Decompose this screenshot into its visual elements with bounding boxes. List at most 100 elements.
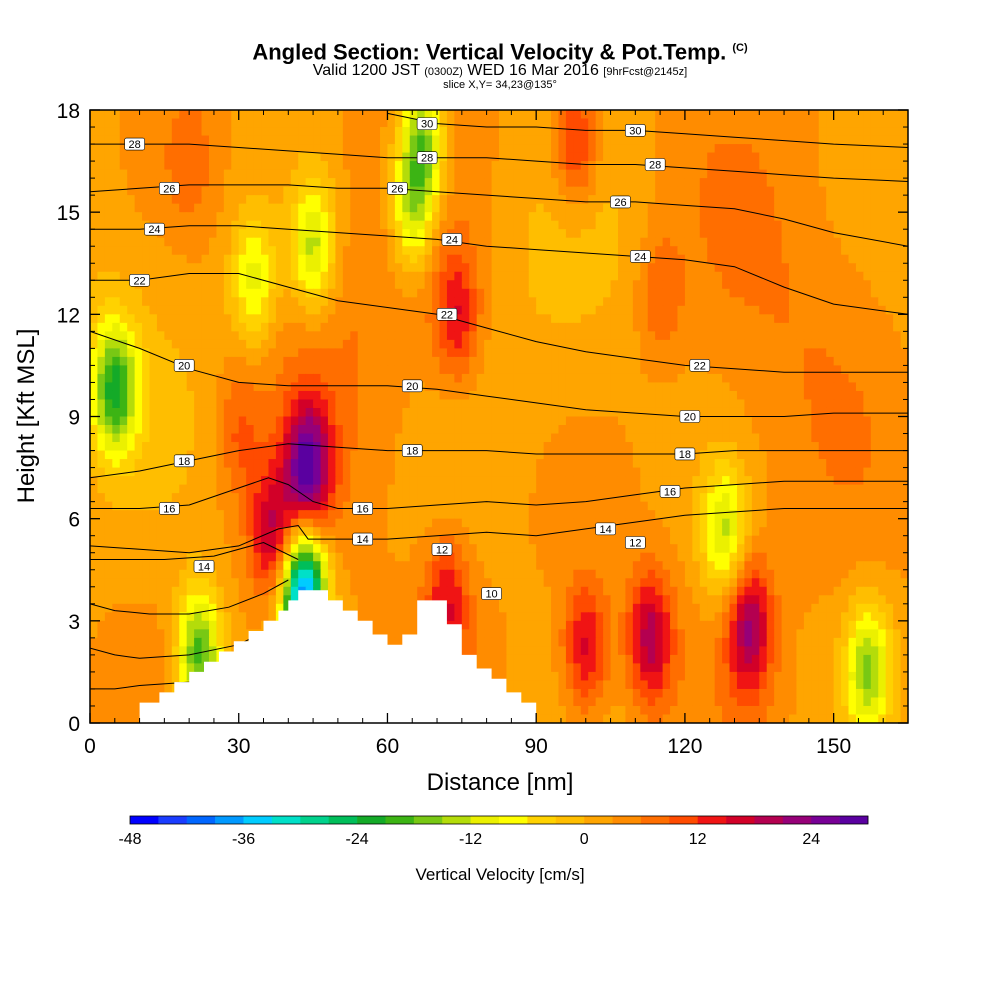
velocity-cell (231, 322, 240, 332)
velocity-cell (893, 305, 902, 315)
velocity-cell (484, 407, 493, 418)
velocity-cell (238, 484, 247, 494)
velocity-cell (610, 399, 619, 409)
velocity-cell (179, 373, 188, 384)
velocity-cell (863, 314, 872, 324)
velocity-cell (670, 118, 679, 128)
velocity-cell (275, 288, 284, 298)
velocity-cell (893, 433, 902, 443)
velocity-cell (789, 229, 798, 239)
velocity-cell (893, 416, 902, 426)
velocity-cell (127, 127, 136, 137)
velocity-cell (432, 263, 441, 273)
velocity-cell (208, 186, 218, 196)
velocity-cell (848, 442, 857, 452)
velocity-cell (164, 280, 173, 290)
velocity-cell (156, 254, 165, 264)
velocity-cell (409, 365, 418, 375)
velocity-cell (201, 305, 210, 315)
velocity-cell (327, 373, 336, 384)
velocity-cell (796, 152, 805, 162)
velocity-cell (736, 322, 745, 332)
velocity-cell (558, 229, 567, 239)
velocity-cell (268, 339, 277, 349)
velocity-cell (536, 442, 545, 452)
velocity-cell (751, 254, 760, 264)
velocity-cell (640, 186, 649, 196)
velocity-cell (722, 178, 731, 188)
velocity-cell (90, 110, 99, 120)
velocity-cell (320, 297, 329, 307)
velocity-cell (268, 229, 277, 239)
velocity-cell (394, 373, 403, 384)
velocity-cell (900, 416, 908, 426)
velocity-cell (580, 169, 589, 179)
velocity-cell (751, 271, 760, 281)
velocity-cell (551, 135, 560, 145)
velocity-cell (357, 110, 366, 120)
velocity-cell (603, 314, 612, 324)
velocity-cell (789, 476, 798, 486)
velocity-cell (290, 373, 299, 384)
velocity-cell (305, 144, 314, 154)
velocity-cell (781, 212, 790, 222)
velocity-cell (684, 110, 693, 120)
velocity-cell (171, 425, 180, 435)
velocity-cell (714, 322, 723, 332)
velocity-cell (186, 212, 195, 222)
velocity-cell (617, 297, 627, 307)
velocity-cell (818, 476, 827, 486)
velocity-cell (655, 467, 664, 477)
velocity-cell (818, 152, 827, 162)
velocity-cell (551, 254, 560, 264)
velocity-cell (275, 254, 284, 264)
velocity-cell (521, 433, 530, 443)
velocity-cell (253, 178, 262, 188)
velocity-cell (253, 254, 262, 264)
velocity-cell (335, 229, 344, 239)
velocity-cell (670, 425, 679, 435)
velocity-cell (142, 390, 151, 401)
velocity-cell (826, 237, 835, 247)
velocity-cell (551, 416, 560, 426)
velocity-cell (357, 356, 366, 367)
velocity-cell (194, 382, 203, 392)
velocity-cell (484, 178, 493, 188)
velocity-cell (707, 399, 716, 409)
velocity-cell (350, 212, 359, 222)
velocity-cell (885, 161, 894, 171)
velocity-cell (290, 169, 299, 179)
velocity-cell (194, 169, 203, 179)
velocity-cell (134, 322, 143, 332)
velocity-cell (878, 365, 887, 375)
velocity-cell (372, 390, 381, 401)
velocity-cell (565, 314, 574, 324)
velocity-cell (327, 229, 336, 239)
velocity-cell (461, 254, 470, 264)
velocity-cell (551, 339, 560, 349)
velocity-cell (357, 331, 366, 341)
velocity-cell (461, 169, 470, 179)
velocity-cell (595, 135, 604, 145)
velocity-cell (327, 459, 336, 469)
velocity-cell (342, 195, 351, 205)
velocity-cell (335, 237, 344, 247)
velocity-cell (216, 339, 225, 349)
velocity-cell (595, 425, 604, 435)
velocity-cell (551, 229, 560, 239)
velocity-cell (275, 416, 284, 426)
velocity-cell (796, 169, 805, 179)
velocity-cell (759, 169, 768, 179)
velocity-cell (841, 356, 850, 367)
velocity-cell (491, 288, 500, 298)
velocity-cell (893, 331, 902, 341)
velocity-cell (394, 203, 403, 213)
velocity-cell (692, 433, 701, 443)
velocity-cell (335, 339, 344, 349)
velocity-cell (885, 339, 894, 349)
velocity-cell (305, 127, 314, 137)
velocity-cell (580, 467, 589, 477)
velocity-cell (870, 382, 879, 392)
velocity-cell (365, 356, 374, 367)
velocity-cell (298, 118, 307, 128)
